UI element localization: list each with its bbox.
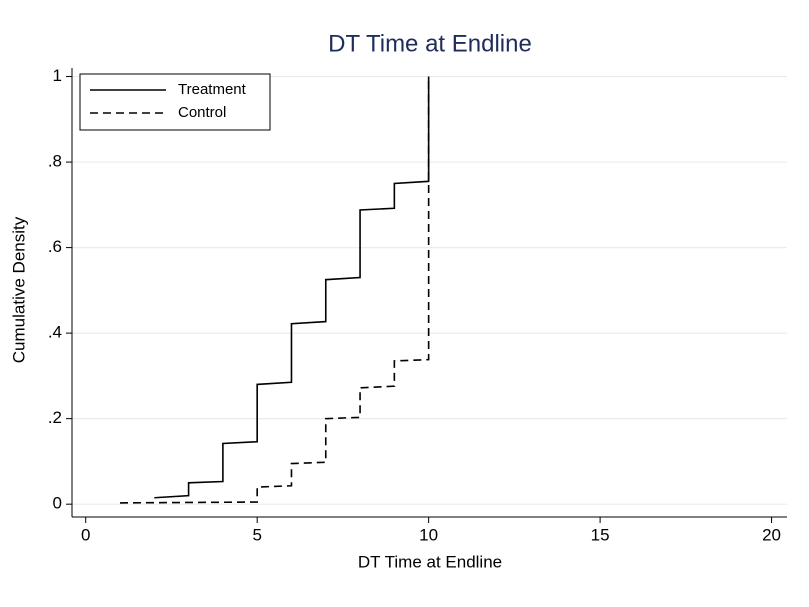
x-tick-label: 10 xyxy=(419,525,438,544)
series-line xyxy=(154,76,430,499)
x-tick-label: 5 xyxy=(252,525,261,544)
x-tick-label: 0 xyxy=(81,525,90,544)
y-tick-label: 0 xyxy=(53,494,62,513)
legend-label: Control xyxy=(178,104,226,121)
y-axis-title: Cumulative Density xyxy=(9,216,28,363)
x-tick-label: 15 xyxy=(591,525,610,544)
x-tick-label: 20 xyxy=(762,525,781,544)
y-tick-label: 1 xyxy=(53,66,62,85)
y-tick-label: .8 xyxy=(48,152,62,171)
legend-label: Treatment xyxy=(178,81,247,98)
chart-title: DT Time at Endline xyxy=(328,30,532,57)
series-line xyxy=(120,76,430,504)
y-tick-label: .6 xyxy=(48,237,62,256)
y-tick-label: .2 xyxy=(48,408,62,427)
y-tick-label: .4 xyxy=(48,323,62,342)
legend-box xyxy=(79,73,271,131)
x-axis-title: DT Time at Endline xyxy=(358,552,502,571)
